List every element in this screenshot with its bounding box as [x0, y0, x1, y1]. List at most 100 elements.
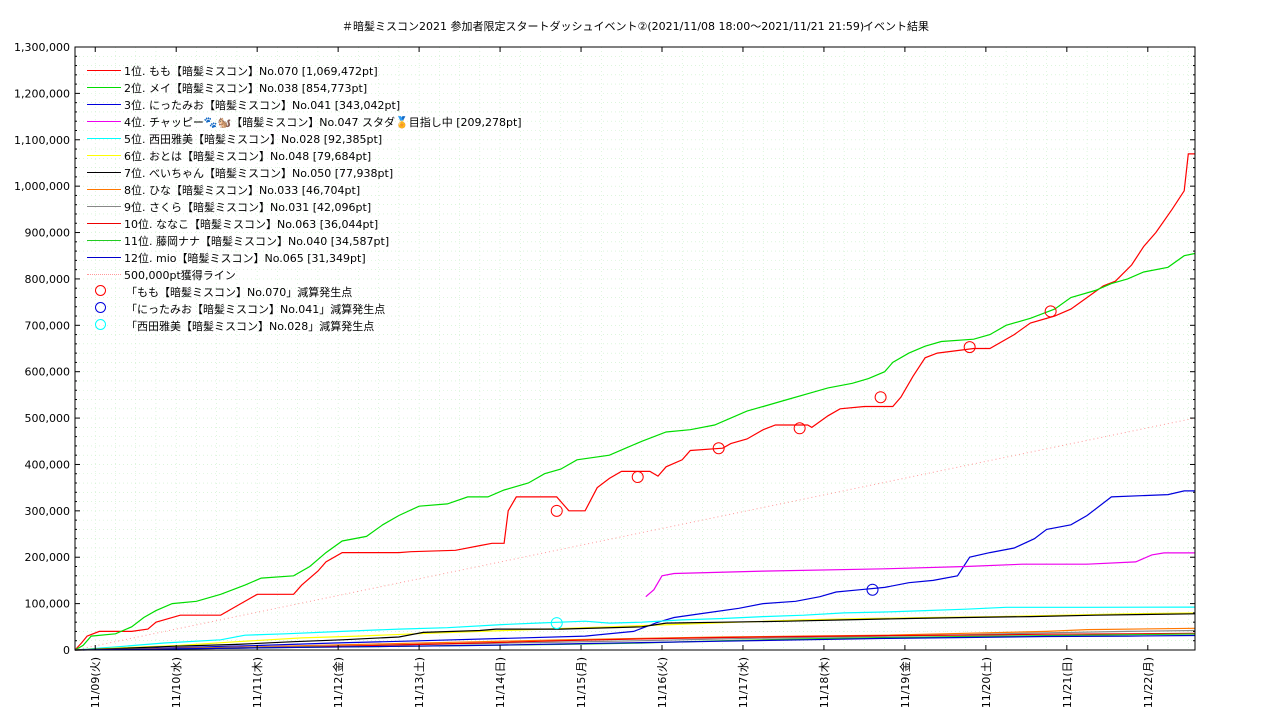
- goal-line-layer: [74, 417, 1195, 651]
- legend-swatch: [87, 223, 121, 224]
- decrease-marker: [550, 504, 563, 517]
- legend-label: 1位. もも【暗髪ミスコン】No.070 [1,069,472pt]: [124, 65, 378, 78]
- legend-label: 6位. おとは【暗髪ミスコン】No.048 [79,684pt]: [124, 150, 372, 163]
- x-tick-label: 11/20(土): [980, 657, 993, 708]
- y-tick-label: 200,000: [25, 551, 71, 564]
- x-tick-label: 11/15(月): [575, 657, 588, 708]
- x-tick-label: 11/10(水): [170, 657, 183, 708]
- legend-item: 9位. さくら【暗髪ミスコン】No.031 [42,096pt]: [82, 198, 554, 215]
- legend-item: 8位. ひな【暗髪ミスコン】No.033 [46,704pt]: [82, 181, 554, 198]
- legend-circle-icon: [95, 302, 106, 313]
- legend-label: 500,000pt獲得ライン: [124, 269, 236, 282]
- series-line-goal: [74, 417, 1195, 651]
- legend-item: 2位. メイ【暗髪ミスコン】No.038 [854,773pt]: [82, 79, 554, 96]
- legend-label: 「もも【暗髪ミスコン】No.070」減算発生点: [126, 286, 353, 299]
- series-line: [74, 629, 1195, 651]
- legend-label: 7位. べいちゃん【暗髪ミスコン】No.050 [77,938pt]: [124, 167, 394, 180]
- x-tick-label: 11/11(木): [251, 657, 264, 708]
- x-tick-label: 11/22(月): [1142, 657, 1155, 708]
- legend-item: 3位. にったみお【暗髪ミスコン】No.041 [343,042pt]: [82, 96, 554, 113]
- x-tick-label: 11/17(水): [737, 657, 750, 708]
- x-tick-label: 11/21(日): [1061, 657, 1074, 708]
- series-line: [645, 552, 1195, 598]
- x-tick-label: 11/09(火): [89, 657, 102, 708]
- legend-item: 11位. 藤岡ナナ【暗髪ミスコン】No.040 [34,587pt]: [82, 232, 554, 249]
- y-tick-label: 300,000: [25, 505, 71, 518]
- decrease-marker: [712, 442, 725, 455]
- legend-swatch: [87, 274, 121, 275]
- legend-swatch: [87, 240, 121, 241]
- y-tick-label: 700,000: [25, 319, 71, 332]
- legend-item: 7位. べいちゃん【暗髪ミスコン】No.050 [77,938pt]: [82, 164, 554, 181]
- y-tick-label: 1,000,000: [14, 180, 70, 193]
- y-tick-label: 1,200,000: [14, 87, 70, 100]
- legend-swatch: [87, 138, 121, 139]
- legend-circle-icon: [95, 319, 106, 330]
- x-tick-label: 11/19(金): [898, 657, 912, 708]
- chart-title-bar: ＃暗髪ミスコン2021 参加者限定スタートダッシュイベント②(2021/11/0…: [0, 18, 1280, 34]
- legend-label: 2位. メイ【暗髪ミスコン】No.038 [854,773pt]: [124, 82, 368, 95]
- legend-swatch: [87, 104, 121, 105]
- y-tick-label: 600,000: [25, 366, 71, 379]
- legend-swatch: [87, 87, 121, 88]
- y-tick-label: 900,000: [25, 227, 71, 240]
- legend-item: 5位. 西田雅美【暗髪ミスコン】No.028 [92,385pt]: [82, 130, 554, 147]
- legend-item: 4位. チャッピー🐾🐿️【暗髪ミスコン】No.047 スタダ🏅目指し中 [209…: [82, 113, 554, 130]
- x-tick-label: 11/16(火): [656, 657, 669, 708]
- decrease-marker: [793, 422, 806, 435]
- decrease-marker: [1044, 305, 1057, 318]
- x-tick-label: 11/13(土): [413, 657, 426, 708]
- series-line: [83, 490, 1195, 651]
- legend-swatch: [87, 121, 121, 122]
- legend-swatch: [87, 70, 121, 71]
- series-line: [74, 634, 1195, 651]
- legend-label: 5位. 西田雅美【暗髪ミスコン】No.028 [92,385pt]: [124, 133, 383, 146]
- legend-label: 11位. 藤岡ナナ【暗髪ミスコン】No.040 [34,587pt]: [124, 235, 390, 248]
- legend-circle-icon: [95, 285, 106, 296]
- x-tick-label: 11/14(日): [494, 657, 507, 708]
- legend-item: 500,000pt獲得ライン: [82, 266, 554, 283]
- legend-item: 「西田雅美【暗髪ミスコン】No.028」減算発生点: [82, 317, 554, 334]
- y-tick-label: 100,000: [25, 598, 71, 611]
- decrease-marker: [550, 617, 563, 630]
- legend-label: 「にったみお【暗髪ミスコン】No.041」減算発生点: [126, 303, 386, 316]
- y-tick-label: 400,000: [25, 458, 71, 471]
- legend-swatch: [87, 206, 121, 207]
- chart-subtitle: イベント結果: [863, 20, 929, 33]
- series-line: [74, 606, 1195, 651]
- legend-label: 4位. チャッピー🐾🐿️【暗髪ミスコン】No.047 スタダ🏅目指し中 [209…: [124, 116, 522, 129]
- x-tick-label: 11/18(木): [818, 657, 831, 708]
- x-tick-label: 11/12(金): [331, 657, 345, 708]
- legend-label: 10位. ななこ【暗髪ミスコン】No.063 [36,044pt]: [124, 218, 379, 231]
- series-line: [74, 613, 1195, 651]
- legend-item: 1位. もも【暗髪ミスコン】No.070 [1,069,472pt]: [82, 62, 554, 79]
- y-tick-label: 500,000: [25, 412, 71, 425]
- legend-item: 「もも【暗髪ミスコン】No.070」減算発生点: [82, 283, 554, 300]
- legend-label: 8位. ひな【暗髪ミスコン】No.033 [46,704pt]: [124, 184, 361, 197]
- legend-item: 6位. おとは【暗髪ミスコン】No.048 [79,684pt]: [82, 147, 554, 164]
- series-line: [74, 252, 1195, 651]
- series-line: [74, 153, 1195, 651]
- legend-swatch: [87, 189, 121, 190]
- x-axis: 11/09(火) 11/10(水) 11/11(木) 11/12(金) 11/13(土)…: [89, 47, 1155, 708]
- legend-swatch: [87, 257, 121, 258]
- y-tick-label: 1,300,000: [14, 41, 70, 54]
- decrease-marker: [963, 341, 976, 354]
- decrease-marker: [874, 391, 887, 404]
- series-layer: [74, 153, 1195, 651]
- chart-title: ＃暗髪ミスコン2021 参加者限定スタートダッシュイベント②(2021/11/0…: [342, 20, 865, 33]
- legend-swatch: [87, 155, 121, 156]
- y-tick-label: 1,100,000: [14, 134, 70, 147]
- legend-item: 12位. mio【暗髪ミスコン】No.065 [31,349pt]: [82, 249, 554, 266]
- legend-swatch: [87, 172, 121, 173]
- legend-item: 10位. ななこ【暗髪ミスコン】No.063 [36,044pt]: [82, 215, 554, 232]
- y-tick-label: 800,000: [25, 273, 71, 286]
- y-tick-label: 0: [63, 644, 70, 657]
- legend-label: 3位. にったみお【暗髪ミスコン】No.041 [343,042pt]: [124, 99, 401, 112]
- legend-label: 9位. さくら【暗髪ミスコン】No.031 [42,096pt]: [124, 201, 372, 214]
- marker-layer: [550, 305, 1057, 630]
- legend-label: 「西田雅美【暗髪ミスコン】No.028」減算発生点: [126, 320, 375, 333]
- y-axis: 0 100,000 200,000 300,000 400,000 500,000 600,…: [14, 41, 1195, 657]
- grid: [75, 46, 1195, 651]
